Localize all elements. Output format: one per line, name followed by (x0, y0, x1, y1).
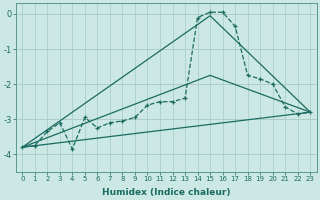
X-axis label: Humidex (Indice chaleur): Humidex (Indice chaleur) (102, 188, 230, 197)
